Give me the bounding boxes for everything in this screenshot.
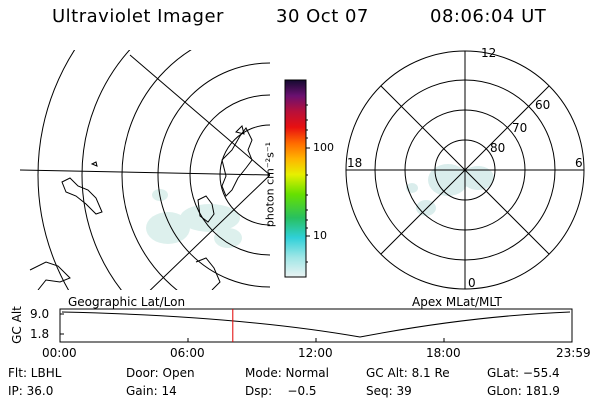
latitude-circles (37, 50, 270, 290)
timeline-xtick: 06:00 (170, 346, 205, 360)
meridian-lines (20, 54, 270, 290)
mlt-label-0: 0 (468, 276, 476, 290)
timeline-xtick: 23:59 (556, 346, 591, 360)
mlat-label-60: 60 (535, 98, 551, 112)
timeline-xtick: 18:00 (426, 346, 461, 360)
info-gc-alt: GC Alt: 8.1 Re (366, 366, 450, 380)
observation-time: 08:06:04 UT (430, 6, 547, 27)
color-scale-ticks (306, 104, 310, 263)
info-seq: Seq: 39 (366, 384, 412, 398)
timeline-xtick: 12:00 (298, 346, 333, 360)
instrument-title: Ultraviolet Imager (52, 6, 224, 27)
info-glon: GLon: 181.9 (487, 384, 560, 398)
info-gain: Gain: 14 (126, 384, 177, 398)
timeline-ylabel: GC Alt (10, 306, 24, 344)
geographic-map (20, 50, 270, 290)
timeline-ytick-low: 1.8 (30, 327, 50, 341)
mlt-label-6: 6 (575, 156, 583, 170)
timeline-plot (59, 308, 573, 343)
info-door: Door: Open (126, 366, 195, 380)
apex-panel-label: Apex MLat/MLT (412, 295, 502, 309)
mlt-label-12: 12 (481, 46, 497, 60)
info-mode: Mode: Normal (245, 366, 329, 380)
coastlines (29, 125, 253, 290)
color-scale-bar (284, 79, 307, 278)
apex-polar-plot (345, 50, 585, 290)
info-ip: IP: 36.0 (8, 384, 54, 398)
mlt-label-18: 18 (347, 156, 363, 170)
uv-emission-geo (146, 189, 242, 248)
info-dsp: Dsp: −0.5 (245, 384, 317, 398)
info-filter: Flt: LBHL (8, 366, 62, 380)
colorbar-tick-10: 10 (313, 229, 327, 242)
colorbar-tick-100: 100 (313, 141, 334, 154)
colorbar-unit-label: photon cm⁻²s⁻¹ (263, 141, 277, 228)
timeline-ytick-high: 9.0 (30, 307, 50, 321)
timeline-xtick: 00:00 (42, 346, 77, 360)
info-glat: GLat: −55.4 (487, 366, 560, 380)
observation-date: 30 Oct 07 (276, 6, 369, 27)
mlat-label-70: 70 (512, 121, 528, 135)
mlat-label-80: 80 (490, 141, 506, 155)
geographic-panel-label: Geographic Lat/Lon (68, 295, 186, 309)
